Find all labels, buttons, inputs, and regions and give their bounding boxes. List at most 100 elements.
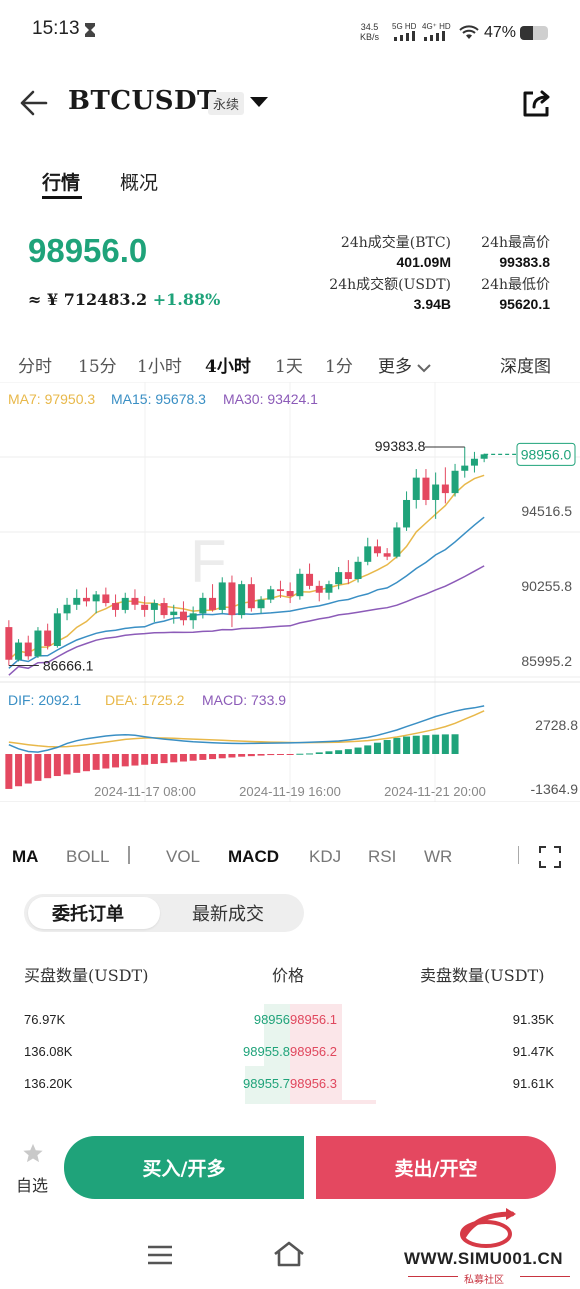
buy-open-long-button[interactable]: 买入/开多 xyxy=(64,1136,304,1199)
stat-high-value: 99383.8 xyxy=(499,254,550,270)
macd-bar xyxy=(121,754,129,767)
macd-y-tick-label: -1364.9 xyxy=(531,781,579,797)
fullscreen-icon[interactable] xyxy=(538,845,562,869)
indicator-wr[interactable]: WR xyxy=(424,847,453,866)
ask-price: 98956.2 xyxy=(290,1044,337,1059)
ask-price: 98956.1 xyxy=(290,1012,337,1027)
orderbook-header-price: 价格 xyxy=(272,966,305,985)
sell-open-short-button[interactable]: 卖出/开空 xyxy=(316,1136,556,1199)
macd-bar xyxy=(112,754,120,768)
bid-price: 98955.7 xyxy=(243,1076,290,1091)
tab-overview[interactable]: 概况 xyxy=(120,172,159,194)
macd-bar xyxy=(209,754,217,760)
stat-vol-btc-value: 401.09M xyxy=(396,254,451,270)
candle-body xyxy=(5,627,13,660)
macd-bar xyxy=(24,754,32,784)
depth-chart-button[interactable]: 深度图 xyxy=(500,357,551,377)
macd-bar xyxy=(160,754,168,764)
indicator-kdj[interactable]: KDJ xyxy=(309,847,342,866)
home-icon[interactable] xyxy=(272,1240,306,1268)
macd-bar xyxy=(315,752,323,754)
watermark-site: WWW.SIMU001.CN xyxy=(404,1249,564,1268)
indicator-vol[interactable]: VOL xyxy=(166,847,201,866)
candle-body xyxy=(257,599,265,609)
interval-15m[interactable]: 15分 xyxy=(78,357,117,377)
bid-price: 98955.8 xyxy=(243,1044,290,1059)
candle-body xyxy=(344,572,352,579)
indicator-boll[interactable]: BOLL xyxy=(66,847,110,866)
net-speed: 34.5 KB/s xyxy=(360,22,380,42)
contract-type-badge: 永续 xyxy=(208,92,245,115)
macd-bar xyxy=(354,747,362,754)
macd-bar xyxy=(296,753,304,755)
ask-price: 98956.3 xyxy=(290,1076,337,1091)
ask-qty: 91.61K xyxy=(512,1076,554,1091)
candle-body xyxy=(412,477,420,500)
macd-bar xyxy=(73,754,81,773)
dif-line xyxy=(8,705,485,753)
candle-body xyxy=(470,458,478,466)
ma-legend-ma30: MA30: 93424.1 xyxy=(223,391,318,407)
candle-body xyxy=(432,484,440,500)
candle-body xyxy=(141,604,149,610)
candle-body xyxy=(209,597,217,610)
candle-body xyxy=(247,584,255,609)
stat-low-label: 24h最低价 xyxy=(481,277,550,293)
tab-order-book[interactable]: 委托订单 xyxy=(52,904,124,925)
macd-y-tick-label: 2728.8 xyxy=(535,717,578,733)
segment-active-pill xyxy=(28,897,160,929)
interval-1h[interactable]: 1小时 xyxy=(137,357,182,377)
candle-body xyxy=(315,585,323,593)
candle-body xyxy=(286,591,294,597)
interval-timeline[interactable]: 分时 xyxy=(18,357,52,377)
tab-quote[interactable]: 行情 xyxy=(42,172,81,194)
candle-body xyxy=(306,573,314,586)
indicator-macd[interactable]: MACD xyxy=(228,847,279,866)
macd-bar xyxy=(393,737,401,754)
stat-vol-usdt-value: 3.94B xyxy=(413,296,451,312)
candle-body xyxy=(53,613,61,646)
macd-bar xyxy=(141,754,149,765)
watermark-logo xyxy=(460,1208,516,1248)
candle-body xyxy=(34,630,42,657)
macd-bar xyxy=(15,754,23,787)
macd-bar xyxy=(199,754,207,760)
y-tick-label: 94516.5 xyxy=(521,503,572,519)
x-axis-label: 2024-11-21 20:00 xyxy=(384,784,486,799)
candle-body xyxy=(150,603,158,610)
interval-4h[interactable]: 4小时 xyxy=(205,357,251,377)
star-icon[interactable] xyxy=(22,1142,44,1164)
interval-1m[interactable]: 1分 xyxy=(325,357,353,377)
macd-bar xyxy=(364,745,372,754)
interval-more[interactable]: 更多 xyxy=(378,352,432,377)
candle-body xyxy=(422,477,430,500)
watermark-rule xyxy=(408,1276,458,1277)
macd-bar xyxy=(383,740,391,754)
macd-bar xyxy=(422,735,430,754)
macd-bar xyxy=(441,734,449,754)
symbol-dropdown-caret-icon[interactable] xyxy=(250,97,268,107)
indicator-rsi[interactable]: RSI xyxy=(368,847,397,866)
indicator-ma[interactable]: MA xyxy=(12,847,39,866)
macd-bar xyxy=(92,754,100,770)
share-icon[interactable] xyxy=(520,88,552,120)
candle-body xyxy=(160,603,168,616)
candle-body xyxy=(441,484,449,494)
macd-bar xyxy=(325,751,333,754)
favorite-label[interactable]: 自选 xyxy=(16,1176,49,1195)
macd-legend-dif: DIF: 2092.1 xyxy=(8,692,81,708)
tab-latest-trades[interactable]: 最新成交 xyxy=(192,904,264,925)
candle-body xyxy=(24,642,32,657)
back-arrow-icon[interactable] xyxy=(18,88,48,118)
candle-body xyxy=(218,582,226,610)
orderbook-header-ask: 卖盘数量(USDT) xyxy=(420,966,545,985)
menu-icon[interactable] xyxy=(147,1244,173,1266)
symbol-title[interactable]: BTCUSDT xyxy=(68,86,217,116)
macd-bar xyxy=(286,754,294,755)
candle-body xyxy=(73,597,81,605)
macd-bar xyxy=(5,754,13,789)
candle-body xyxy=(131,597,139,605)
ma-legend-ma15: MA15: 95678.3 xyxy=(111,391,206,407)
interval-1d[interactable]: 1天 xyxy=(275,357,303,377)
